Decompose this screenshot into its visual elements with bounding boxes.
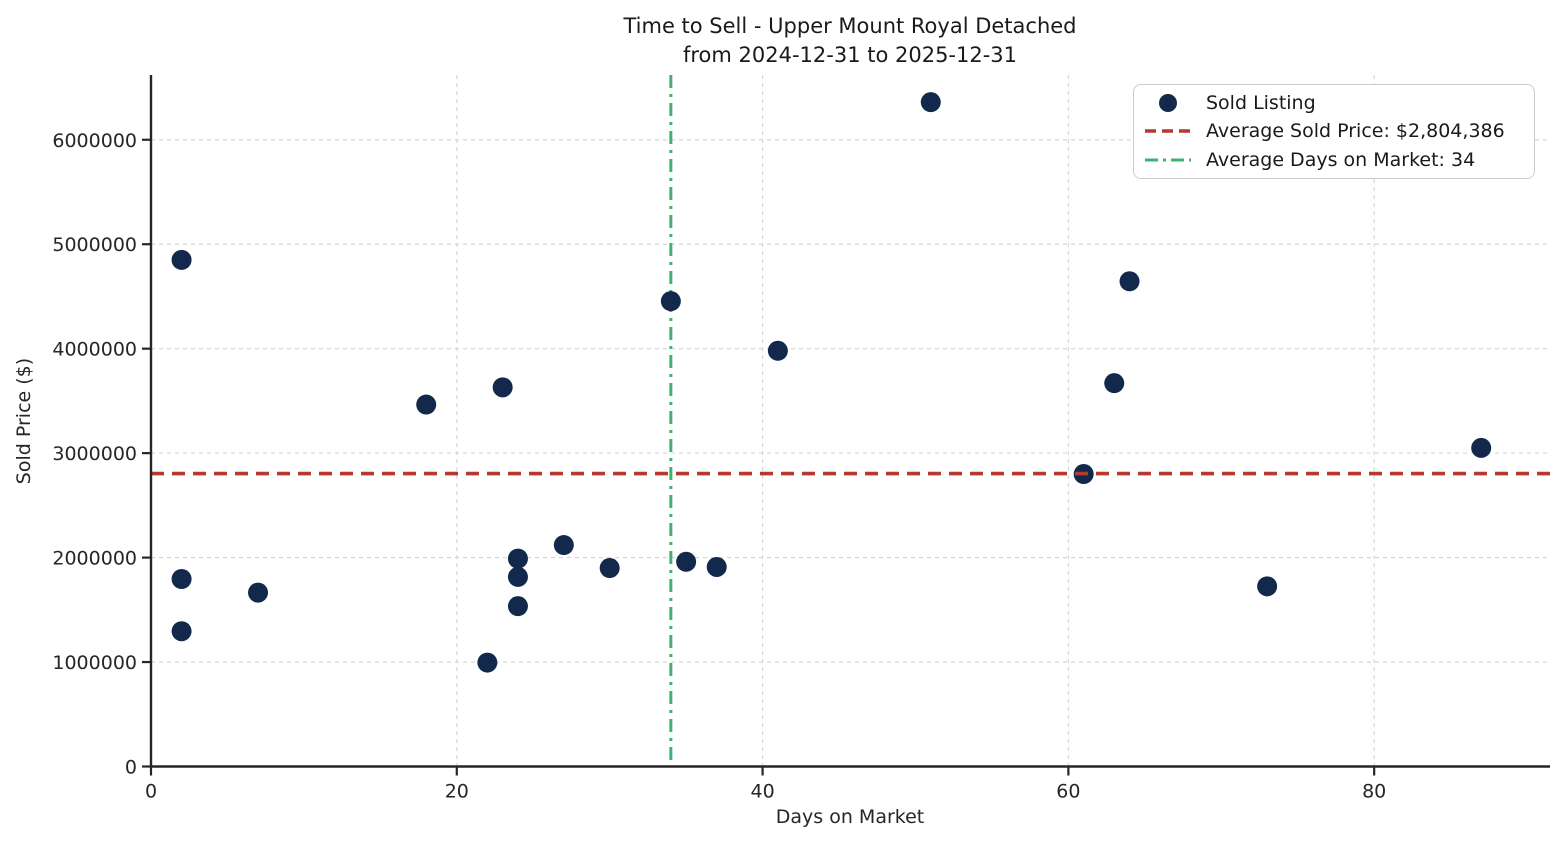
legend: Sold Listing Average Sold Price: $2,804,… [1133, 84, 1535, 179]
y-tick-label: 1000000 [52, 652, 137, 674]
chart-title-line1: Time to Sell - Upper Mount Royal Detache… [623, 14, 1077, 38]
scatter-point [676, 551, 697, 572]
x-tick-label: 20 [445, 781, 469, 803]
dashdot-line-icon [1145, 158, 1191, 162]
x-tick-label: 40 [750, 781, 774, 803]
scatter-point [416, 394, 437, 415]
y-tick-label: 5000000 [52, 234, 137, 256]
scatter-point [1119, 271, 1140, 292]
legend-item-average-days-on-market: Average Days on Market: 34 [1144, 146, 1524, 174]
scatter-point [1257, 576, 1278, 597]
dashed-line-icon [1145, 129, 1191, 134]
y-tick-label: 2000000 [52, 548, 137, 570]
x-tick-label: 60 [1056, 781, 1080, 803]
scatter-point [706, 556, 727, 577]
scatter-point [477, 652, 498, 673]
scatter-point [660, 291, 681, 312]
legend-item-average-sold-price: Average Sold Price: $2,804,386 [1144, 117, 1524, 145]
scatter-point [492, 377, 513, 398]
y-tick-label: 6000000 [52, 130, 137, 152]
scatter-point [171, 569, 192, 590]
y-tick-label: 3000000 [52, 443, 137, 465]
chart-title-line2: from 2024-12-31 to 2025-12-31 [682, 43, 1018, 67]
scatter-point [1104, 373, 1125, 394]
scatter-point [248, 582, 269, 603]
x-tick-label: 0 [145, 781, 157, 803]
scatter-point [1471, 437, 1492, 458]
scatter-point [599, 558, 620, 579]
legend-label: Sold Listing [1206, 92, 1316, 115]
scatter-point [171, 621, 192, 642]
legend-item-sold-listing: Sold Listing [1144, 89, 1524, 117]
scatter-point [171, 249, 192, 270]
sold-listing-dot-icon [1159, 94, 1177, 113]
scatter-point [507, 548, 528, 569]
scatter-point [507, 566, 528, 587]
y-axis-label: Sold Price ($) [13, 357, 35, 485]
legend-label: Average Days on Market: 34 [1206, 148, 1476, 171]
y-tick-label: 4000000 [52, 339, 137, 361]
scatter-point [507, 596, 528, 617]
scatter-point [920, 92, 941, 113]
y-tick-label: 0 [125, 757, 137, 779]
x-tick-label: 80 [1362, 781, 1386, 803]
legend-label: Average Sold Price: $2,804,386 [1206, 120, 1505, 143]
scatter-point [553, 535, 574, 556]
x-axis-label: Days on Market [775, 806, 925, 828]
scatter-point [767, 340, 788, 361]
